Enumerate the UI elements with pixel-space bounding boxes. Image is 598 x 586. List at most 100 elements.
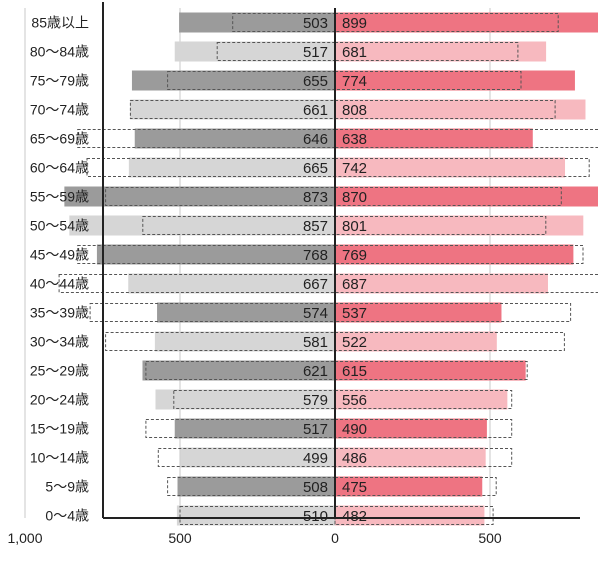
category-label: 85歳以上 [31, 15, 89, 31]
value-label-right: 486 [342, 450, 367, 467]
value-label-left: 579 [303, 392, 328, 409]
bar-left [176, 505, 335, 526]
value-label-left: 768 [303, 247, 328, 264]
value-label-left: 873 [303, 189, 328, 206]
value-label-left: 517 [303, 421, 328, 438]
labels: 85歳以上 503 899 80〜84歳 517 681 75〜79歳 655 774 70〜74… [30, 15, 367, 526]
category-label: 20〜24歳 [30, 392, 89, 408]
category-label: 75〜79歳 [30, 73, 89, 89]
outline-left [105, 332, 336, 351]
bar-right [335, 331, 497, 352]
bar-right [335, 302, 502, 323]
outline-left [179, 506, 336, 525]
outline-right [334, 477, 497, 496]
bar-left [69, 215, 335, 236]
category-label: 45〜49歳 [30, 247, 89, 263]
outline-right [334, 303, 572, 322]
value-label-left: 503 [303, 15, 328, 32]
bar-left [155, 389, 335, 410]
category-label: 60〜64歳 [30, 160, 89, 176]
x-tick-label: 0 [331, 530, 339, 546]
value-label-right: 615 [342, 363, 367, 380]
bar-left [157, 302, 335, 323]
category-label: 5〜9歳 [45, 479, 89, 495]
value-label-right: 687 [342, 276, 367, 293]
value-label-right: 870 [342, 189, 367, 206]
category-label: 30〜34歳 [30, 334, 89, 350]
value-label-left: 667 [303, 276, 328, 293]
bar-left [130, 99, 335, 120]
outline-right [334, 506, 494, 525]
bar-right [335, 41, 547, 62]
value-label-left: 655 [303, 73, 328, 90]
value-label-right: 490 [342, 421, 367, 438]
x-tick-label: 500 [168, 530, 192, 546]
bar-right [335, 215, 584, 236]
category-label: 40〜44歳 [30, 276, 89, 292]
bar-right [335, 128, 533, 149]
outline-left [89, 303, 336, 322]
value-label-left: 646 [303, 131, 328, 148]
value-label-left: 581 [303, 334, 328, 351]
bar-left [128, 157, 335, 178]
bar-right [335, 273, 548, 294]
value-label-right: 556 [342, 392, 367, 409]
value-label-right: 801 [342, 218, 367, 235]
bar-right [335, 505, 485, 526]
category-label: 80〜84歳 [30, 44, 89, 60]
outline-right [334, 216, 547, 235]
value-label-left: 857 [303, 218, 328, 235]
x-tick-label: 500 [478, 530, 502, 546]
bars [58, 12, 598, 526]
bar-right [335, 186, 598, 207]
bar-left [131, 70, 335, 91]
value-label-left: 517 [303, 44, 328, 61]
value-label-right: 537 [342, 305, 367, 322]
value-label-right: 742 [342, 160, 367, 177]
bar-left [177, 476, 335, 497]
value-label-left: 661 [303, 102, 328, 119]
bar-left [64, 186, 336, 207]
bar-right [335, 157, 566, 178]
bar-right [335, 447, 486, 468]
bar-right [335, 389, 508, 410]
outline-left [129, 100, 336, 119]
bar-right [335, 244, 574, 265]
value-label-left: 499 [303, 450, 328, 467]
bar-left [174, 41, 335, 62]
value-label-right: 638 [342, 131, 367, 148]
bar-right [335, 418, 487, 439]
value-label-left: 510 [303, 508, 328, 525]
value-label-right: 522 [342, 334, 367, 351]
value-label-right: 774 [342, 73, 367, 90]
bar-left [154, 331, 335, 352]
category-label: 15〜19歳 [30, 421, 89, 437]
bar-left [134, 128, 335, 149]
bar-left [142, 360, 335, 381]
value-label-right: 899 [342, 15, 367, 32]
outline-right [334, 187, 562, 206]
bar-right [335, 99, 586, 120]
value-label-right: 808 [342, 102, 367, 119]
value-label-right: 475 [342, 479, 367, 496]
value-label-left: 574 [303, 305, 328, 322]
bar-right [335, 476, 483, 497]
outline-left [58, 274, 336, 293]
axes: 1,5001,00050005001,0001,500 [7, 2, 580, 546]
category-label: 55〜59歳 [30, 189, 89, 205]
value-label-right: 681 [342, 44, 367, 61]
category-label: 65〜69歳 [30, 131, 89, 147]
category-label: 70〜74歳 [30, 102, 89, 118]
category-label: 50〜54歳 [30, 218, 89, 234]
bar-right [335, 70, 575, 91]
bar-left [128, 273, 335, 294]
category-label: 0〜4歳 [45, 508, 89, 524]
value-label-left: 665 [303, 160, 328, 177]
outline-left [145, 361, 336, 380]
bar-left [180, 447, 335, 468]
bar-right [335, 12, 598, 33]
outline-right [334, 13, 559, 32]
category-label: 35〜39歳 [30, 305, 89, 321]
value-label-right: 769 [342, 247, 367, 264]
